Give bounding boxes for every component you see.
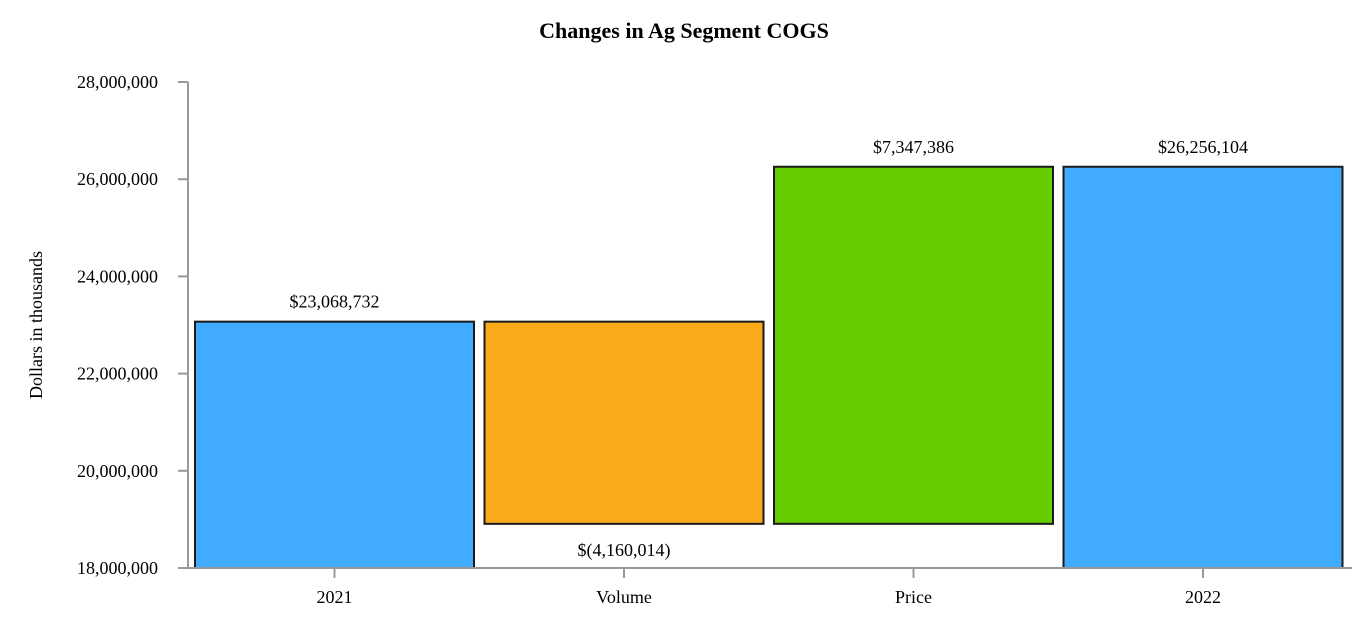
x-tick-label: 2022: [1185, 587, 1221, 607]
data-label: $7,347,386: [873, 137, 954, 157]
x-tick-label: Volume: [596, 587, 652, 607]
y-axis-title: Dollars in thousands: [26, 251, 46, 399]
data-label: $26,256,104: [1158, 137, 1248, 157]
y-tick-label: 18,000,000: [77, 558, 158, 578]
y-tick-label: 24,000,000: [77, 266, 158, 286]
bar-2021: [194, 320, 475, 570]
y-tick-label: 28,000,000: [77, 72, 158, 92]
x-axis: 2021 Volume Price 2022: [188, 567, 1352, 607]
data-label: $23,068,732: [290, 292, 380, 312]
bars: $23,068,732 $(4,160,014) $7,347,386 $26,256…: [194, 137, 1344, 570]
bar-price: [773, 165, 1054, 525]
y-tick-label: 20,000,000: [77, 461, 158, 481]
y-axis: 18,000,000 20,000,000 22,000,000 24,000,000…: [77, 72, 189, 578]
chart-title: Changes in Ag Segment COGS: [539, 18, 829, 43]
bar-2022: [1062, 165, 1344, 569]
y-tick-label: 22,000,000: [77, 364, 158, 384]
x-tick-label: 2021: [317, 587, 353, 607]
x-tick-label: Price: [895, 587, 932, 607]
data-label: $(4,160,014): [578, 540, 671, 561]
bar-volume: [483, 320, 765, 525]
y-tick-label: 26,000,000: [77, 169, 158, 189]
